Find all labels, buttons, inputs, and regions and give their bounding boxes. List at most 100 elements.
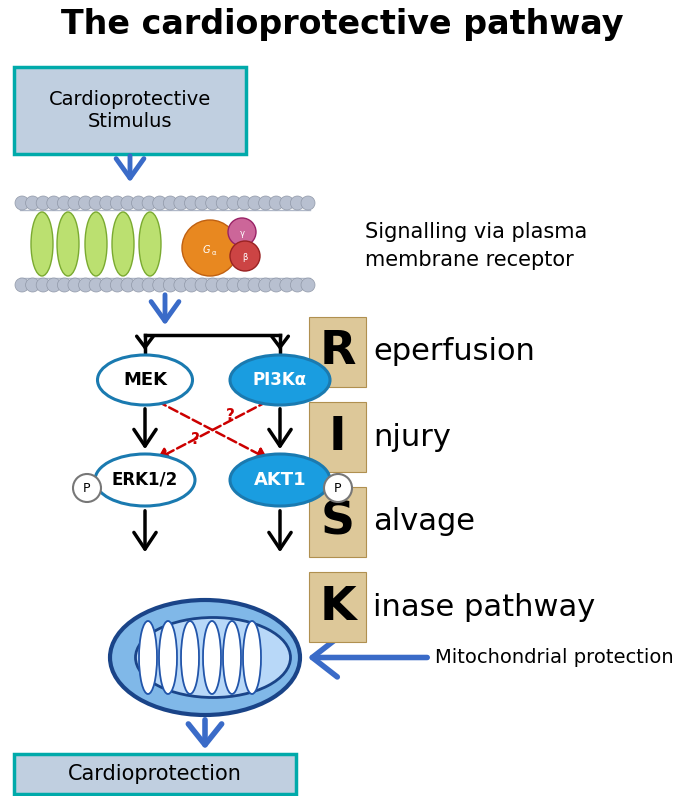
Text: inase pathway: inase pathway: [373, 592, 595, 622]
Circle shape: [230, 241, 260, 271]
Circle shape: [290, 278, 304, 292]
Circle shape: [216, 196, 230, 210]
Circle shape: [153, 278, 166, 292]
FancyBboxPatch shape: [14, 67, 246, 154]
Text: ?: ?: [190, 432, 199, 447]
Circle shape: [36, 196, 50, 210]
Circle shape: [248, 196, 262, 210]
Text: AKT1: AKT1: [253, 471, 306, 489]
Ellipse shape: [112, 212, 134, 276]
Circle shape: [238, 278, 251, 292]
FancyBboxPatch shape: [309, 487, 366, 557]
Circle shape: [174, 278, 188, 292]
Circle shape: [279, 278, 294, 292]
Circle shape: [206, 278, 220, 292]
Ellipse shape: [139, 621, 157, 694]
Circle shape: [110, 196, 125, 210]
Ellipse shape: [230, 454, 330, 506]
FancyBboxPatch shape: [14, 754, 296, 794]
Text: MEK: MEK: [123, 371, 167, 389]
Circle shape: [36, 278, 50, 292]
Circle shape: [89, 196, 103, 210]
Circle shape: [58, 196, 71, 210]
Circle shape: [142, 278, 156, 292]
Circle shape: [47, 278, 61, 292]
Circle shape: [15, 196, 29, 210]
Circle shape: [195, 196, 209, 210]
Circle shape: [79, 278, 92, 292]
Ellipse shape: [31, 212, 53, 276]
Circle shape: [100, 196, 114, 210]
Circle shape: [184, 196, 199, 210]
Ellipse shape: [97, 355, 192, 405]
Text: Cardioprotection: Cardioprotection: [68, 764, 242, 784]
Text: P: P: [84, 482, 90, 494]
Circle shape: [163, 196, 177, 210]
Circle shape: [100, 278, 114, 292]
Circle shape: [182, 220, 238, 276]
FancyBboxPatch shape: [309, 572, 366, 642]
Circle shape: [269, 278, 283, 292]
Text: R: R: [319, 330, 356, 374]
Circle shape: [195, 278, 209, 292]
Ellipse shape: [181, 621, 199, 694]
Circle shape: [121, 278, 135, 292]
Text: ?: ?: [225, 408, 234, 423]
Text: Cardioprotective
Stimulus: Cardioprotective Stimulus: [49, 90, 211, 131]
Circle shape: [163, 278, 177, 292]
Text: PI3Kα: PI3Kα: [253, 371, 307, 389]
Circle shape: [25, 278, 40, 292]
Circle shape: [142, 196, 156, 210]
Circle shape: [132, 196, 145, 210]
Circle shape: [89, 278, 103, 292]
Circle shape: [25, 196, 40, 210]
Ellipse shape: [139, 212, 161, 276]
Circle shape: [228, 218, 256, 246]
Ellipse shape: [95, 454, 195, 506]
Text: Signalling via plasma: Signalling via plasma: [365, 222, 587, 242]
Text: The cardioprotective pathway: The cardioprotective pathway: [61, 8, 624, 41]
Text: Mitochondrial protection: Mitochondrial protection: [435, 648, 673, 667]
Ellipse shape: [223, 621, 241, 694]
Circle shape: [68, 278, 82, 292]
Ellipse shape: [136, 618, 290, 697]
Circle shape: [153, 196, 166, 210]
Circle shape: [259, 278, 273, 292]
Ellipse shape: [230, 355, 330, 405]
Circle shape: [324, 474, 352, 502]
Circle shape: [216, 278, 230, 292]
Circle shape: [259, 196, 273, 210]
Text: I: I: [329, 415, 347, 459]
Circle shape: [301, 196, 315, 210]
Ellipse shape: [110, 600, 300, 715]
Circle shape: [301, 278, 315, 292]
Ellipse shape: [159, 621, 177, 694]
Circle shape: [15, 278, 29, 292]
Circle shape: [174, 196, 188, 210]
Circle shape: [227, 278, 241, 292]
Text: G: G: [202, 245, 210, 255]
Text: γ: γ: [240, 228, 245, 237]
Circle shape: [227, 196, 241, 210]
Ellipse shape: [57, 212, 79, 276]
Circle shape: [79, 196, 92, 210]
Circle shape: [47, 196, 61, 210]
Circle shape: [184, 278, 199, 292]
Circle shape: [58, 278, 71, 292]
Circle shape: [132, 278, 145, 292]
Text: eperfusion: eperfusion: [373, 338, 535, 366]
Circle shape: [73, 474, 101, 502]
Ellipse shape: [243, 621, 261, 694]
Circle shape: [121, 196, 135, 210]
Text: β: β: [242, 252, 248, 262]
Text: P: P: [334, 482, 342, 494]
Text: ERK1/2: ERK1/2: [112, 471, 178, 489]
Circle shape: [290, 196, 304, 210]
Circle shape: [269, 196, 283, 210]
Circle shape: [110, 278, 125, 292]
Ellipse shape: [203, 621, 221, 694]
Text: membrane receptor: membrane receptor: [365, 250, 574, 270]
Ellipse shape: [85, 212, 107, 276]
Text: α: α: [212, 250, 216, 256]
Circle shape: [68, 196, 82, 210]
